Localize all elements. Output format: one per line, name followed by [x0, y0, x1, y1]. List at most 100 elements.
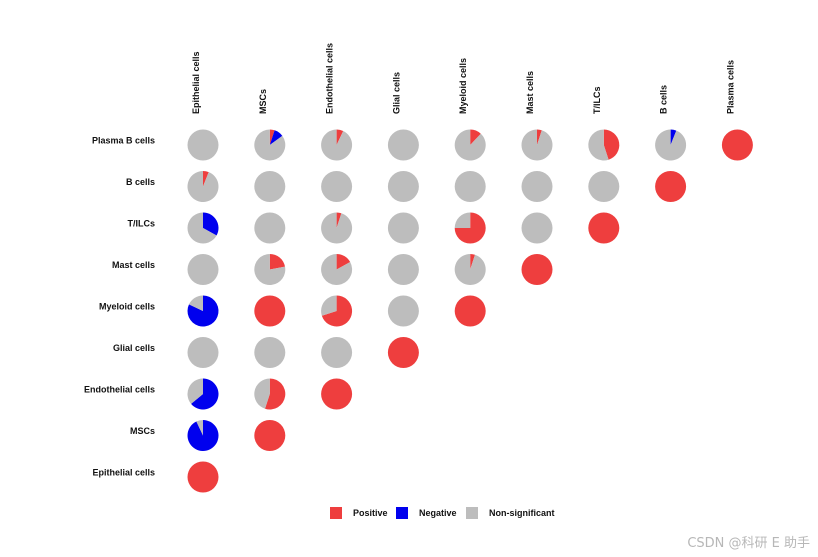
non-significant-slice — [321, 337, 353, 368]
pie-b-cells-epithelial-cells — [187, 171, 219, 202]
negative-slice — [187, 295, 219, 327]
pie-t-ilcs-glial-cells — [387, 212, 419, 244]
non-significant-slice — [187, 171, 219, 202]
column-label-b-cells: B cells — [659, 85, 669, 114]
positive-slice — [254, 420, 286, 451]
non-significant-slice — [321, 212, 353, 244]
column-label-mscs: MSCs — [258, 89, 268, 114]
positive-slice — [336, 129, 344, 145]
positive-slice — [336, 212, 342, 228]
pie-glial-cells-mscs — [254, 337, 286, 368]
pie-mast-cells-glial-cells — [387, 254, 419, 285]
pie-mscs-mscs — [254, 420, 286, 451]
pie-t-ilcs-mscs — [254, 212, 286, 244]
column-label-glial-cells: Glial cells — [391, 72, 401, 114]
pie-t-ilcs-mast-cells — [521, 212, 553, 244]
pie-mast-cells-endothelial-cells — [321, 254, 353, 285]
row-label-plasma-b-cells: Plasma B cells — [92, 136, 155, 146]
non-significant-slice — [196, 420, 203, 436]
row-label-endothelial-cells: Endothelial cells — [84, 385, 155, 395]
positive-slice — [470, 129, 481, 145]
non-significant-slice — [454, 212, 471, 228]
positive-slice — [336, 254, 351, 270]
positive-slice — [321, 378, 353, 410]
legend-swatch-non-significant — [466, 507, 478, 519]
non-significant-slice — [254, 212, 286, 244]
pie-t-ilcs-epithelial-cells — [187, 212, 219, 244]
column-label-plasma-cells: Plasma cells — [725, 60, 735, 114]
pie-plasma-b-cells-epithelial-cells — [187, 129, 219, 161]
watermark: CSDN @科研 E 助手 — [687, 536, 810, 551]
non-significant-slice — [521, 129, 553, 161]
pie-endothelial-cells-epithelial-cells — [187, 378, 219, 410]
pie-mast-cells-myeloid-cells — [454, 254, 486, 285]
non-significant-slice — [588, 171, 620, 202]
pie-mast-cells-epithelial-cells — [187, 254, 219, 285]
pie-b-cells-mscs — [254, 171, 286, 202]
non-significant-slice — [187, 254, 219, 285]
positive-slice — [203, 171, 209, 187]
non-significant-slice — [387, 129, 419, 161]
positive-slice — [521, 254, 553, 285]
non-significant-slice — [521, 212, 553, 244]
positive-slice — [470, 254, 475, 270]
pie-t-ilcs-myeloid-cells — [454, 212, 486, 244]
non-significant-slice — [655, 129, 687, 161]
column-label-mast-cells: Mast cells — [525, 71, 535, 114]
pie-plasma-b-cells-mscs — [254, 129, 286, 161]
positive-slice — [265, 378, 286, 410]
non-significant-slice — [387, 171, 419, 202]
negative-slice — [203, 212, 219, 236]
row-label-glial-cells: Glial cells — [113, 343, 155, 353]
pie-myeloid-cells-myeloid-cells — [454, 295, 486, 327]
non-significant-slice — [387, 212, 419, 244]
non-significant-slice — [254, 254, 286, 285]
pie-glial-cells-epithelial-cells — [187, 337, 219, 368]
row-labels: Plasma B cells B cells T/ILCs Mast cells Mye… — [84, 136, 155, 478]
legend-label-positive: Positive — [353, 508, 388, 518]
pie-plasma-b-cells-endothelial-cells — [321, 129, 353, 161]
pie-b-cells-mast-cells — [521, 171, 553, 202]
row-label-mscs: MSCs — [130, 426, 155, 436]
row-label-epithelial-cells: Epithelial cells — [92, 468, 155, 478]
pie-myeloid-cells-glial-cells — [387, 295, 419, 327]
pie-myeloid-cells-mscs — [254, 295, 286, 327]
positive-slice — [254, 295, 286, 327]
non-significant-slice — [188, 295, 203, 311]
non-significant-slice — [254, 378, 270, 409]
non-significant-slice — [321, 295, 337, 316]
legend: Positive Negative Non-significant — [330, 507, 555, 519]
pie-epithelial-cells-epithelial-cells — [187, 461, 219, 493]
positive-slice — [187, 461, 219, 493]
pie-plasma-b-cells-b-cells — [655, 129, 687, 161]
non-significant-slice — [187, 337, 219, 368]
pie-glial-cells-endothelial-cells — [321, 337, 353, 368]
legend-label-negative: Negative — [419, 508, 457, 518]
pie-myeloid-cells-epithelial-cells — [187, 295, 219, 327]
negative-slice — [670, 129, 677, 145]
legend-swatch-negative — [396, 507, 408, 519]
non-significant-slice — [187, 378, 203, 404]
non-significant-slice — [588, 129, 609, 161]
positive-slice — [721, 129, 753, 161]
positive-slice — [603, 129, 620, 160]
pie-endothelial-cells-mscs — [254, 378, 286, 410]
pie-b-cells-b-cells — [655, 171, 687, 202]
pie-t-ilcs-t-ilcs — [588, 212, 620, 244]
row-label-mast-cells: Mast cells — [112, 260, 155, 270]
column-label-t-ilcs: T/ILCs — [592, 86, 602, 114]
column-label-myeloid-cells: Myeloid cells — [458, 58, 468, 114]
pie-b-cells-endothelial-cells — [321, 171, 353, 202]
positive-slice — [655, 171, 687, 202]
column-labels: Epithelial cells MSCs Endothelial cells Gli… — [191, 43, 735, 114]
positive-slice — [387, 337, 419, 368]
non-significant-slice — [454, 129, 486, 161]
pie-plasma-b-cells-glial-cells — [387, 129, 419, 161]
non-significant-slice — [387, 295, 419, 327]
row-label-t-ilcs: T/ILCs — [127, 219, 155, 229]
positive-slice — [321, 295, 353, 327]
pie-mscs-epithelial-cells — [187, 420, 219, 451]
column-label-epithelial-cells: Epithelial cells — [191, 51, 201, 114]
pie-b-cells-myeloid-cells — [454, 171, 486, 202]
